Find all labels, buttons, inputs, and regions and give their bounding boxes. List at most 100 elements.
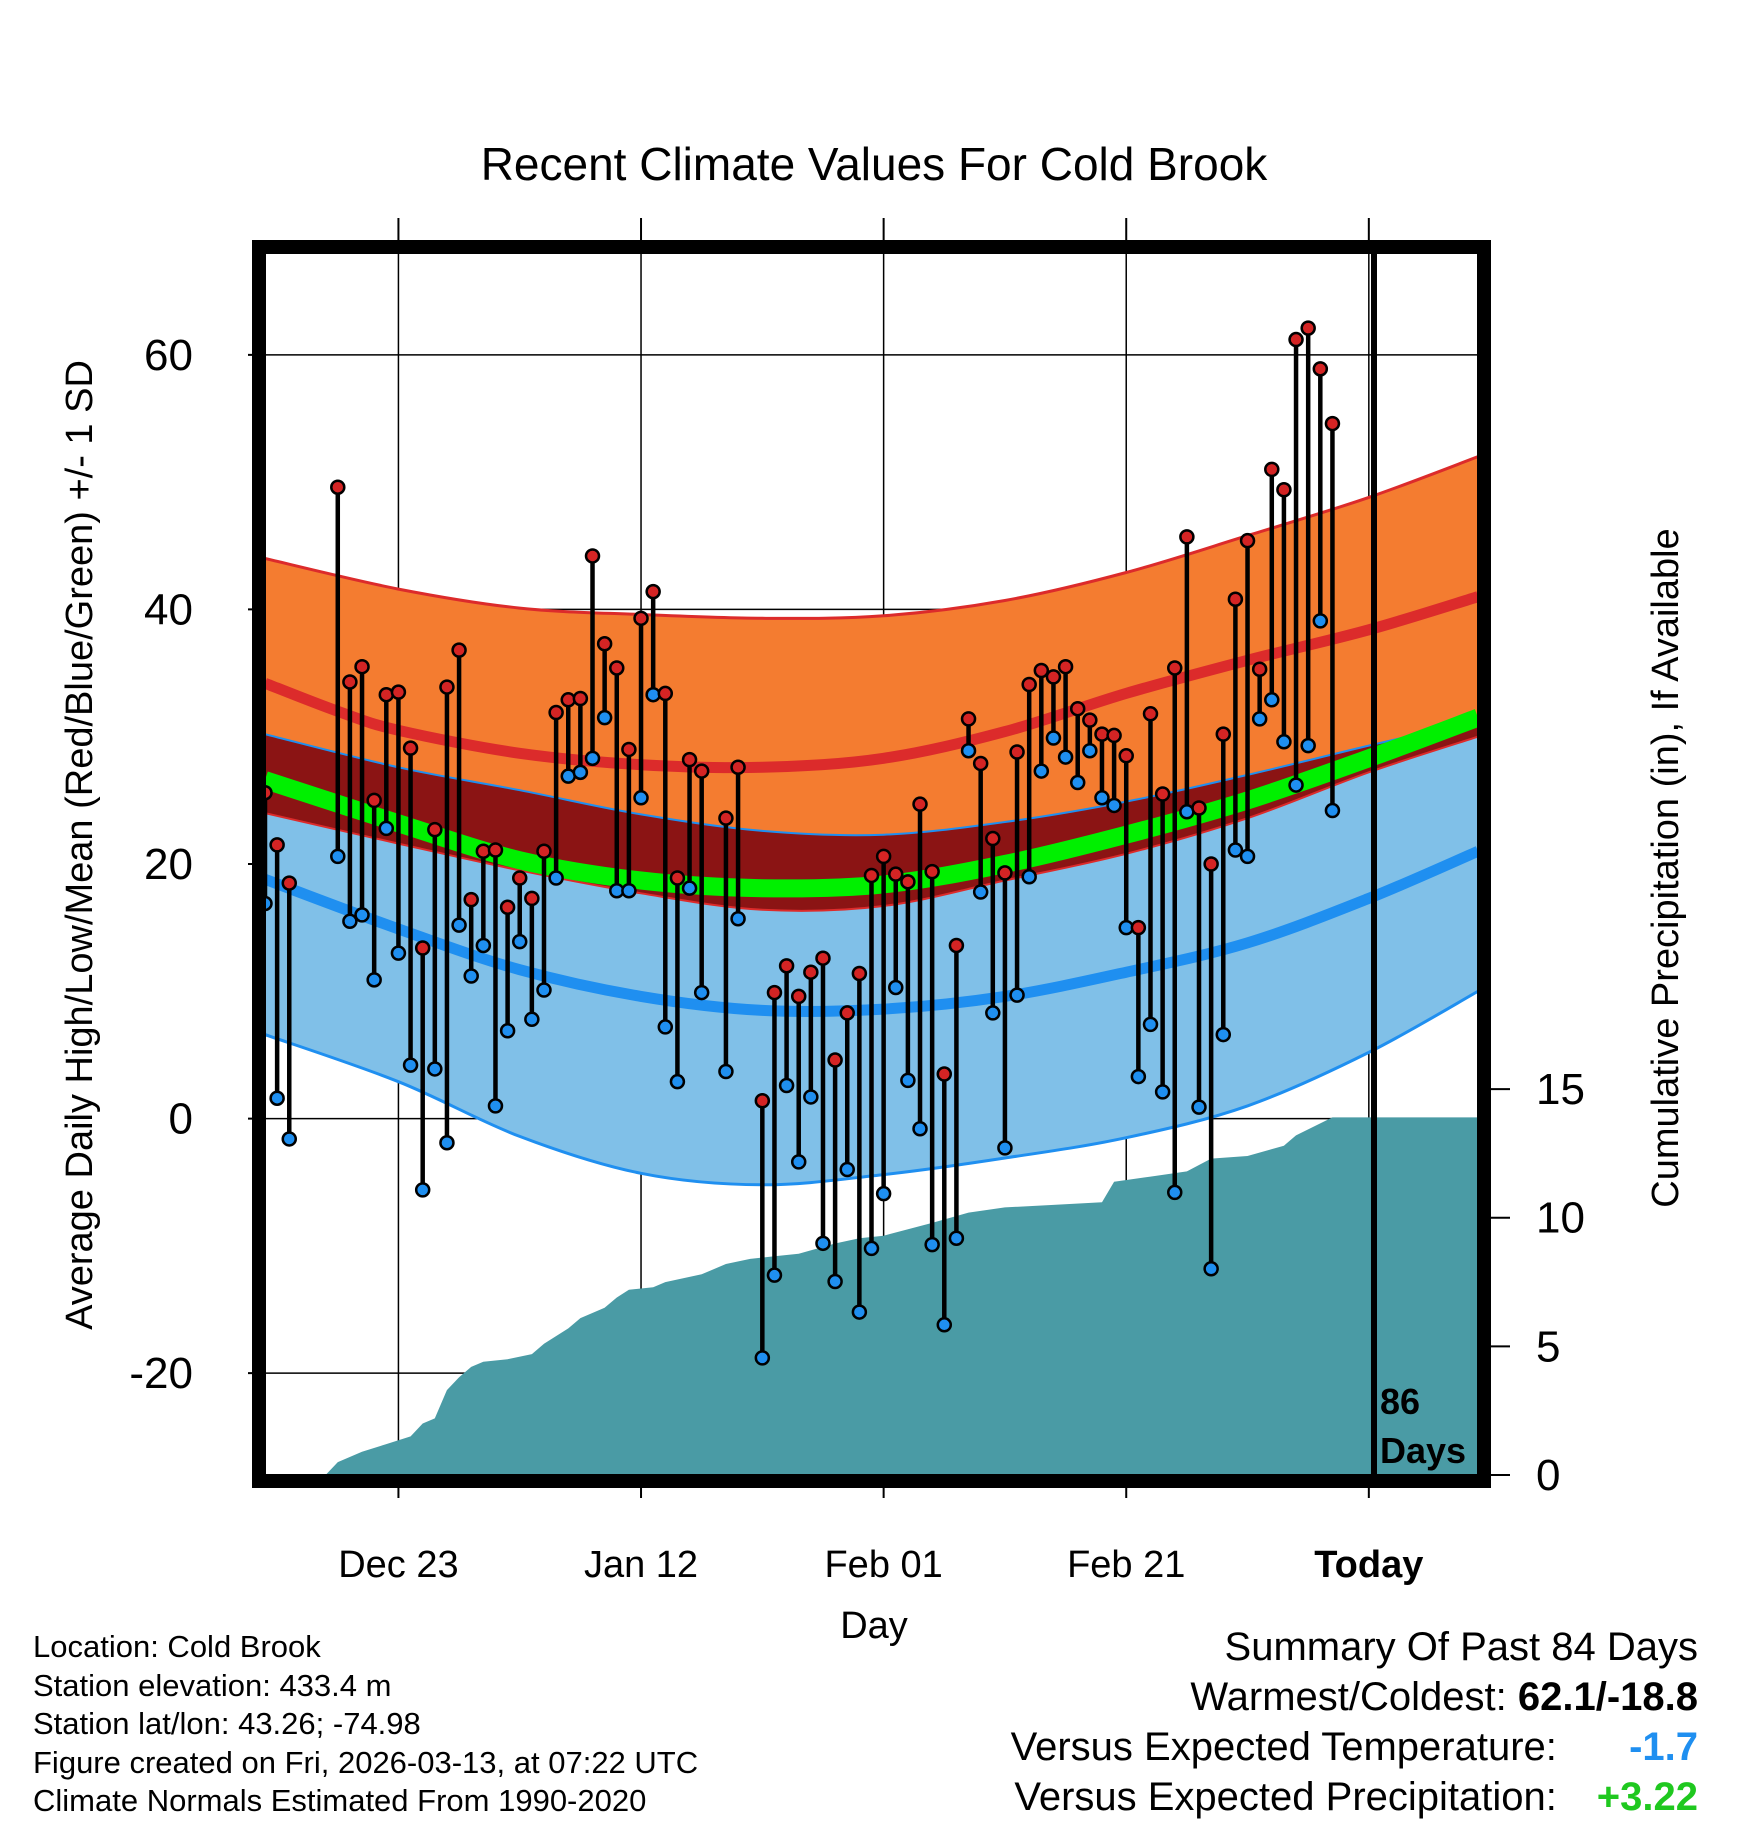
high-point <box>1082 712 1098 728</box>
normal-high-line <box>265 591 1478 774</box>
high-point <box>1021 676 1037 693</box>
high-point <box>1179 529 1195 545</box>
high-point <box>1009 744 1025 760</box>
low-point <box>1130 1068 1147 1085</box>
low-point <box>1191 1099 1207 1115</box>
y2-tick-label: 5 <box>1536 1322 1560 1371</box>
high-point <box>839 1005 855 1021</box>
high-point <box>790 988 807 1005</box>
summary-heading: Summary Of Past 84 Days <box>1224 1625 1698 1669</box>
high-point <box>754 1093 771 1109</box>
x-tick-label: Feb 21 <box>1067 1544 1185 1586</box>
low-point <box>269 1090 285 1106</box>
high-point <box>1069 700 1086 717</box>
low-point <box>681 880 698 896</box>
low-point <box>1324 802 1341 819</box>
high-point <box>863 867 880 884</box>
axis-ticks: 60 40 20 0 -20 15 10 5 0 Dec 23 Jan 12 Feb 01 Feb 21… <box>129 218 1585 1586</box>
high-point <box>330 479 346 495</box>
high-point <box>1288 331 1304 348</box>
today-days-label: Days <box>1380 1430 1466 1471</box>
high-point <box>1130 919 1147 936</box>
low-point <box>596 709 613 726</box>
low-point <box>487 1098 504 1114</box>
high-point <box>803 964 819 980</box>
high-point <box>645 583 661 600</box>
high-point <box>584 548 601 564</box>
high-point <box>621 741 637 758</box>
high-point <box>875 848 892 865</box>
high-point <box>633 610 649 627</box>
high-point <box>669 870 686 886</box>
low-point <box>960 742 977 759</box>
low-point <box>342 913 358 930</box>
low-point <box>354 907 370 923</box>
high-point <box>1215 726 1232 742</box>
y-tick-label: 40 <box>144 585 193 634</box>
high-point <box>1276 482 1292 498</box>
low-point <box>718 1063 734 1080</box>
high-point <box>463 891 479 908</box>
low-point <box>572 764 589 781</box>
high-point <box>997 865 1013 881</box>
high-point <box>281 875 298 891</box>
low-point <box>693 984 710 1001</box>
high-point <box>1300 320 1316 336</box>
precip-departure-value: +3.22 <box>1596 1775 1698 1819</box>
high-point <box>342 674 358 690</box>
y-axis-label: Average Daily High/Low/Mean (Red/Blue/Gr… <box>59 360 101 1330</box>
temp-departure-label: Versus Expected Temperature: <box>1010 1725 1557 1769</box>
x-tick-label: Feb 01 <box>824 1544 942 1586</box>
low-point <box>1033 763 1050 779</box>
low-point <box>378 820 395 837</box>
low-point <box>524 1011 540 1028</box>
high-point <box>888 866 904 882</box>
x-axis-label: Day <box>840 1605 908 1647</box>
low-point <box>912 1121 928 1137</box>
low-point <box>1167 1184 1183 1201</box>
high-point <box>851 965 868 982</box>
precip-area <box>265 1117 1478 1475</box>
high-point <box>548 704 564 721</box>
low-point <box>414 1182 431 1198</box>
y2-axis-label: Cumulative Precipitation (in), If Availa… <box>1645 528 1687 1207</box>
low-point <box>633 790 649 806</box>
low-point <box>948 1230 965 1246</box>
today-count: 86 <box>1380 1381 1420 1422</box>
high-lower-line <box>265 719 1478 837</box>
high-point <box>693 763 710 779</box>
high-point <box>451 642 467 658</box>
y-tick-label: -20 <box>129 1349 193 1398</box>
high-point <box>912 796 928 812</box>
chart-title: Recent Climate Values For Cold Brook <box>481 138 1269 190</box>
low-point <box>463 968 479 984</box>
low-point <box>900 1072 916 1089</box>
y2-tick-label: 10 <box>1536 1194 1585 1243</box>
summary-panel: Summary Of Past 84 Days Warmest/Coldest:… <box>1011 1622 1698 1822</box>
high-point <box>1142 706 1159 722</box>
high-point <box>487 842 504 858</box>
high-point <box>269 837 285 853</box>
warmest-coldest-row: Warmest/Coldest: 62.1/-18.8 <box>1011 1672 1698 1722</box>
low-point <box>427 1061 443 1077</box>
high-point <box>439 679 455 695</box>
low-point <box>439 1135 455 1151</box>
high-point <box>730 759 746 776</box>
high-point <box>609 660 625 676</box>
low-point <box>790 1154 807 1170</box>
high-point <box>378 686 395 703</box>
elevation-text: Station elevation: 433.4 m <box>33 1667 392 1703</box>
low-point <box>815 1235 831 1252</box>
high-point <box>1118 748 1134 764</box>
low-point <box>778 1077 795 1094</box>
low-point <box>1142 1016 1159 1033</box>
high-point <box>948 937 965 954</box>
high-point <box>985 830 1001 847</box>
low-point <box>1069 774 1086 791</box>
observation-layer <box>257 320 1341 1366</box>
precip-departure-row: Versus Expected Precipitation: +3.22 <box>1011 1772 1698 1822</box>
high-point <box>1045 669 1062 685</box>
high-point <box>681 751 698 768</box>
high-point <box>1227 591 1244 607</box>
